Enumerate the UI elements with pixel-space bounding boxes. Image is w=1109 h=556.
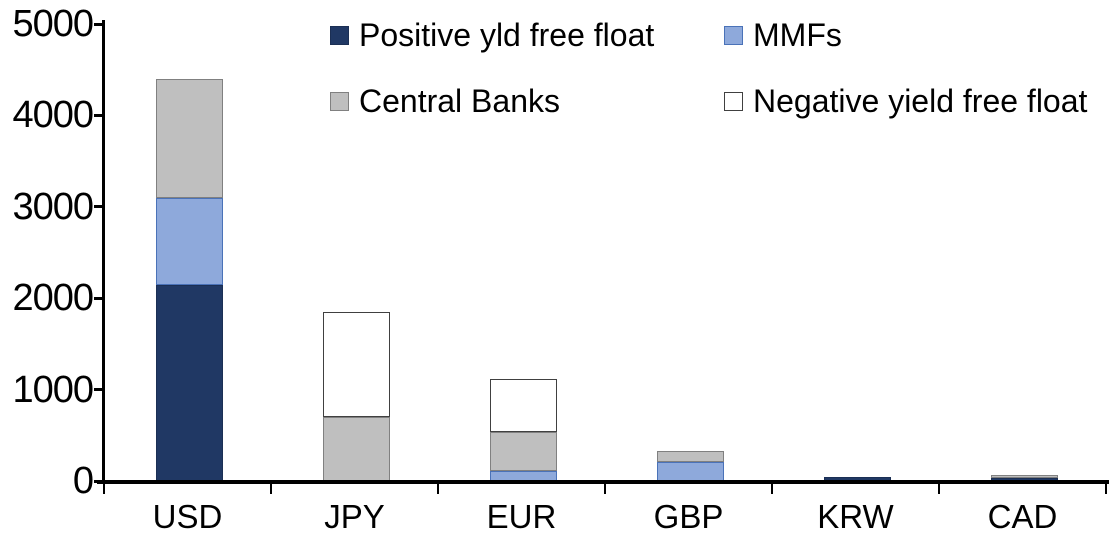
legend-swatch (724, 25, 743, 45)
x-category-label-gbp: GBP (653, 498, 724, 535)
bar-segment-jpy (323, 417, 390, 481)
legend-item-positive-yld-free-float: Positive yld free float (330, 16, 654, 54)
legend-label: MMFs (753, 17, 842, 53)
legend-item-negative-yield-free-float: Negative yield free float (724, 82, 1087, 120)
bar-segment-cad (991, 475, 1058, 478)
x-axis-line (97, 480, 1109, 484)
y-axis-line (102, 20, 105, 484)
x-tick-mark (103, 484, 105, 494)
y-tick-label: 1000 (12, 368, 94, 411)
bar-segment-usd (156, 78, 223, 198)
y-tick-mark (94, 113, 104, 117)
y-tick-label: 2000 (12, 277, 94, 320)
bar-eur (490, 378, 557, 481)
y-tick-mark (94, 296, 104, 300)
x-tick-mark (270, 484, 272, 494)
bar-segment-jpy (323, 311, 390, 418)
x-category-label-krw: KRW (817, 498, 894, 535)
y-tick-label: 3000 (12, 185, 94, 228)
x-category-label-eur: EUR (486, 498, 557, 535)
x-tick-mark (604, 484, 606, 494)
y-tick-mark (94, 388, 104, 392)
bar-usd (156, 78, 223, 481)
bar-segment-eur (490, 378, 557, 432)
plot-area (104, 24, 1106, 481)
bar-gbp (657, 450, 724, 481)
legend-label: Positive yld free float (359, 17, 655, 53)
legend-swatch (724, 91, 743, 111)
legend-label: Negative yield free float (753, 83, 1088, 119)
bar-segment-gbp (657, 461, 724, 481)
bar-segment-usd (156, 197, 223, 285)
x-tick-mark (437, 484, 439, 494)
x-category-label-jpy: JPY (324, 498, 385, 535)
x-tick-mark (938, 484, 940, 494)
legend-label: Central Banks (359, 83, 560, 119)
bar-jpy (323, 311, 390, 481)
bar-segment-eur (490, 431, 557, 471)
y-tick-label: 0 (72, 460, 94, 502)
bar-segment-usd (156, 284, 223, 481)
x-tick-mark (771, 484, 773, 494)
x-category-label-usd: USD (152, 498, 223, 535)
y-tick-label: 4000 (12, 94, 94, 137)
x-tick-mark (1105, 484, 1107, 494)
bar-segment-gbp (657, 450, 724, 462)
y-tick-label: 5000 (12, 3, 94, 45)
y-tick-mark (94, 205, 104, 209)
legend-swatch (330, 25, 349, 45)
y-tick-mark (94, 22, 104, 26)
legend-item-central-banks: Central Banks (330, 82, 560, 120)
legend-item-mmfs: MMFs (724, 16, 842, 54)
legend-swatch (330, 91, 349, 111)
x-category-label-cad: CAD (987, 498, 1058, 535)
